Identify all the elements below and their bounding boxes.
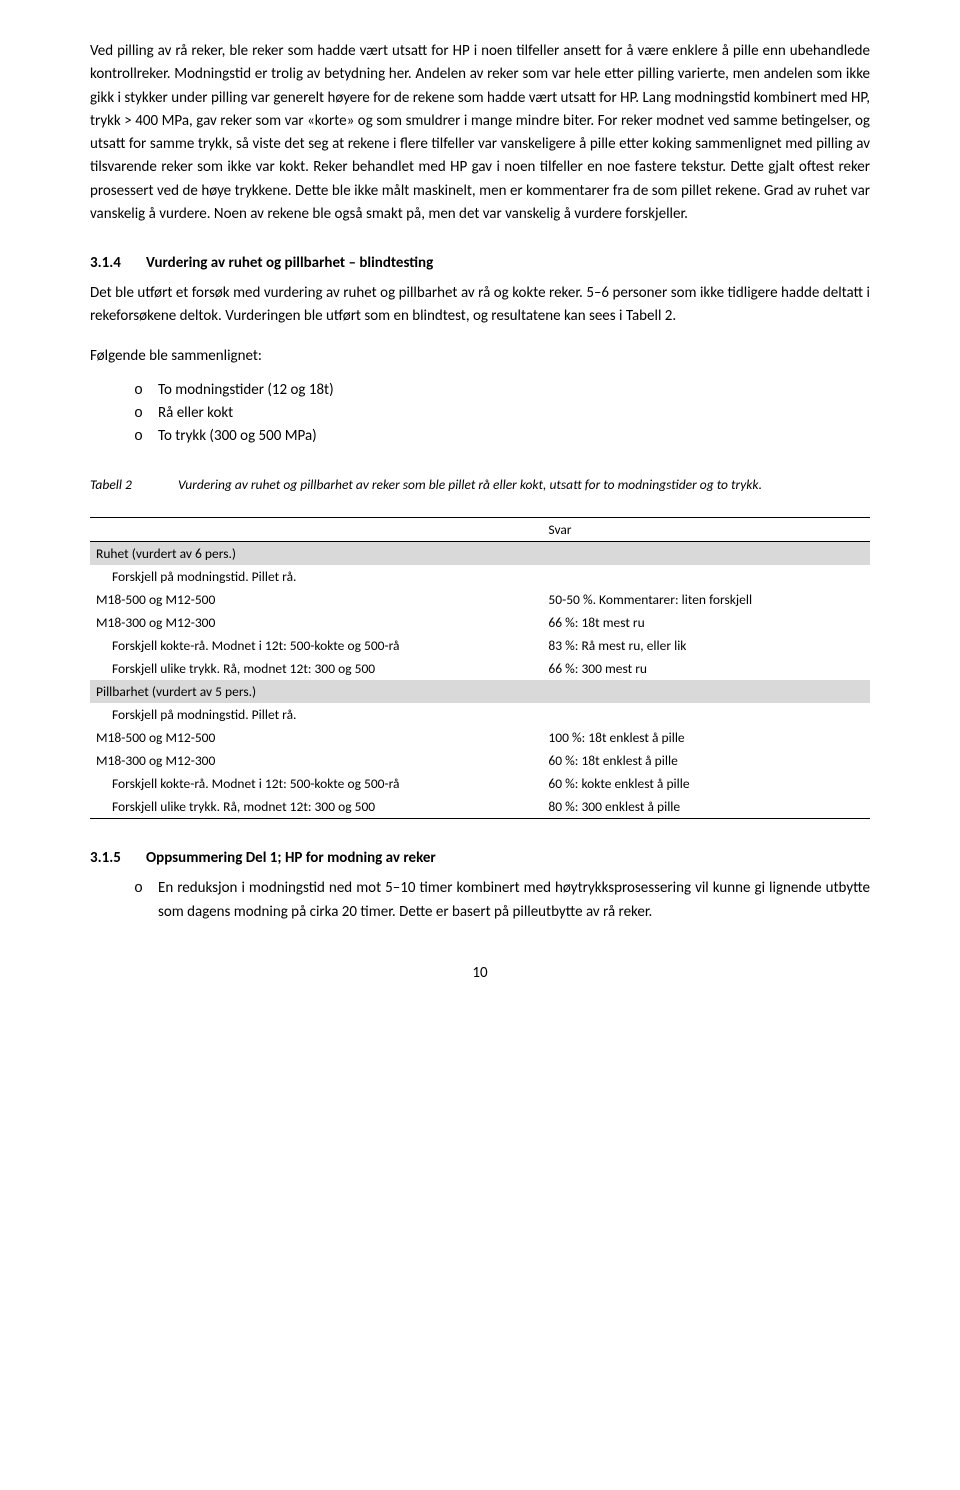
heading-3-1-4: 3.1.4Vurdering av ruhet og pillbarhet – … [90,254,870,272]
section-label: Pillbarhet (vurdert av 5 pers.) [90,680,870,703]
table-row: Forskjell kokte-rå. Modnet i 12t: 500-ko… [90,772,870,795]
list-item: To modningstider (12 og 18t) [134,379,870,402]
sub-label: Forskjell på modningstid. Pillet rå. [90,565,870,588]
cell-left: Forskjell kokte-rå. Modnet i 12t: 500-ko… [90,634,542,657]
cell-left: M18-300 og M12-300 [90,749,542,772]
table-row: Forskjell ulike trykk. Rå, modnet 12t: 3… [90,657,870,680]
section-row-pillbarhet: Pillbarhet (vurdert av 5 pers.) [90,680,870,703]
table-row: Forskjell kokte-rå. Modnet i 12t: 500-ko… [90,634,870,657]
table-row: M18-300 og M12-300 66 %: 18t mest ru [90,611,870,634]
cell-right: 80 %: 300 enklest å pille [542,795,870,819]
heading-title: Oppsummering Del 1; HP for modning av re… [146,849,436,867]
sub-label: Forskjell på modningstid. Pillet rå. [90,703,870,726]
paragraph-blindtest: Det ble utført et forsøk med vurdering a… [90,282,870,329]
cell-left: M18-500 og M12-500 [90,726,542,749]
list-item: En reduksjon i modningstid ned mot 5–10 … [134,877,870,924]
table-row: Forskjell ulike trykk. Rå, modnet 12t: 3… [90,795,870,819]
page-container: Ved pilling av rå reker, ble reker som h… [0,0,960,1022]
table-caption: Tabell 2 Vurdering av ruhet og pillbarhe… [90,476,870,493]
caption-text: Vurdering av ruhet og pillbarhet av reke… [178,476,870,493]
cell-right: 66 %: 18t mest ru [542,611,870,634]
cell-left: M18-500 og M12-500 [90,588,542,611]
heading-title: Vurdering av ruhet og pillbarhet – blind… [146,254,433,272]
list-item: Rå eller kokt [134,402,870,425]
compare-label: Følgende ble sammenlignet: [90,347,870,365]
cell-right: 83 %: Rå mest ru, eller lik [542,634,870,657]
summary-list: En reduksjon i modningstid ned mot 5–10 … [90,877,870,924]
cell-right: 50-50 %. Kommentarer: liten forskjell [542,588,870,611]
section-row-ruhet: Ruhet (vurdert av 6 pers.) [90,542,870,566]
table-row: M18-500 og M12-500 100 %: 18t enklest å … [90,726,870,749]
svar-header: Svar [542,518,870,542]
page-number: 10 [90,964,870,982]
list-item: To trykk (300 og 500 MPa) [134,425,870,448]
cell-left: Forskjell kokte-rå. Modnet i 12t: 500-ko… [90,772,542,795]
data-table: Svar Ruhet (vurdert av 6 pers.) Forskjel… [90,517,870,819]
cell-right: 66 %: 300 mest ru [542,657,870,680]
table-row: M18-300 og M12-300 60 %: 18t enklest å p… [90,749,870,772]
heading-number: 3.1.4 [90,254,146,272]
table-row: M18-500 og M12-500 50-50 %. Kommentarer:… [90,588,870,611]
table-header-row: Svar [90,518,870,542]
cell-right: 60 %: 18t enklest å pille [542,749,870,772]
cell-right: 60 %: kokte enklest å pille [542,772,870,795]
section-label: Ruhet (vurdert av 6 pers.) [90,542,870,566]
heading-3-1-5: 3.1.5Oppsummering Del 1; HP for modning … [90,849,870,867]
table-row: Forskjell på modningstid. Pillet rå. [90,703,870,726]
compare-list: To modningstider (12 og 18t) Rå eller ko… [90,379,870,449]
cell-right: 100 %: 18t enklest å pille [542,726,870,749]
cell-left: Forskjell ulike trykk. Rå, modnet 12t: 3… [90,795,542,819]
cell-left: Forskjell ulike trykk. Rå, modnet 12t: 3… [90,657,542,680]
paragraph-intro: Ved pilling av rå reker, ble reker som h… [90,40,870,226]
cell-left: M18-300 og M12-300 [90,611,542,634]
caption-label: Tabell 2 [90,476,178,493]
table-row: Forskjell på modningstid. Pillet rå. [90,565,870,588]
heading-number: 3.1.5 [90,849,146,867]
